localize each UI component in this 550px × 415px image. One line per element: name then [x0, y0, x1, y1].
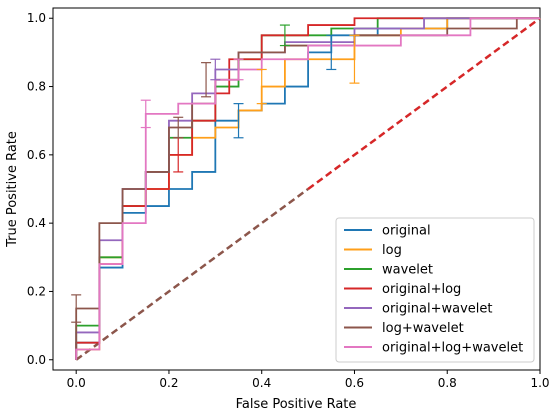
y-ticks: 0.0 0.2 0.4 0.6 0.8 1.0	[27, 11, 53, 367]
error-bar	[71, 294, 82, 323]
x-tick-label: 0.0	[67, 376, 86, 390]
legend-label: original+wavelet	[382, 302, 492, 317]
x-tick-label: 0.6	[345, 376, 364, 390]
y-tick-label: 0.6	[27, 148, 46, 162]
legend: original log wavelet original+log original+w…	[335, 217, 535, 363]
errorbar-layer	[71, 24, 360, 323]
error-bar	[326, 34, 337, 71]
legend-box	[335, 217, 535, 363]
legend-items: original log wavelet original+log original+w…	[344, 224, 523, 356]
legend-entry: log	[344, 243, 402, 258]
legend-label: wavelet	[382, 263, 433, 278]
legend-label: log+wavelet	[382, 321, 464, 336]
error-bar	[140, 99, 151, 129]
x-tick-label: 1.0	[530, 376, 549, 390]
error-bar	[279, 24, 290, 47]
y-tick-label: 0.0	[27, 353, 46, 367]
x-tick-label: 0.4	[252, 376, 271, 390]
diagonal-line-lower	[75, 187, 309, 361]
legend-entry: log+wavelet	[344, 321, 464, 336]
error-bar	[349, 34, 360, 84]
error-bar	[233, 58, 244, 81]
legend-entry: original+log	[344, 282, 461, 297]
error-bar	[256, 68, 267, 105]
diagonal-line-upper	[307, 17, 541, 191]
x-axis-label: False Positive Rate	[236, 397, 357, 412]
error-bar	[201, 62, 212, 98]
error-bar	[173, 116, 184, 139]
y-tick-label: 1.0	[27, 11, 46, 25]
y-axis-label: True Positive Rate	[5, 131, 20, 248]
legend-label: original	[382, 224, 431, 239]
legend-entry: original+wavelet	[344, 302, 492, 317]
legend-entry: wavelet	[344, 263, 433, 278]
x-tick-label: 0.8	[438, 376, 457, 390]
legend-label: log	[382, 243, 402, 258]
diagonal-layer	[75, 17, 541, 361]
y-tick-label: 0.4	[27, 216, 46, 230]
y-tick-label: 0.8	[27, 80, 46, 94]
error-bar	[210, 58, 221, 81]
legend-entry: original	[344, 224, 431, 239]
x-tick-label: 0.2	[159, 376, 178, 390]
error-bar	[233, 103, 244, 139]
legend-entry: original+log+wavelet	[344, 341, 523, 356]
x-ticks: 0.0 0.2 0.4 0.6 0.8 1.0	[67, 370, 550, 390]
y-tick-label: 0.2	[27, 284, 46, 298]
legend-label: original+log	[382, 282, 461, 297]
legend-label: original+log+wavelet	[382, 341, 523, 356]
